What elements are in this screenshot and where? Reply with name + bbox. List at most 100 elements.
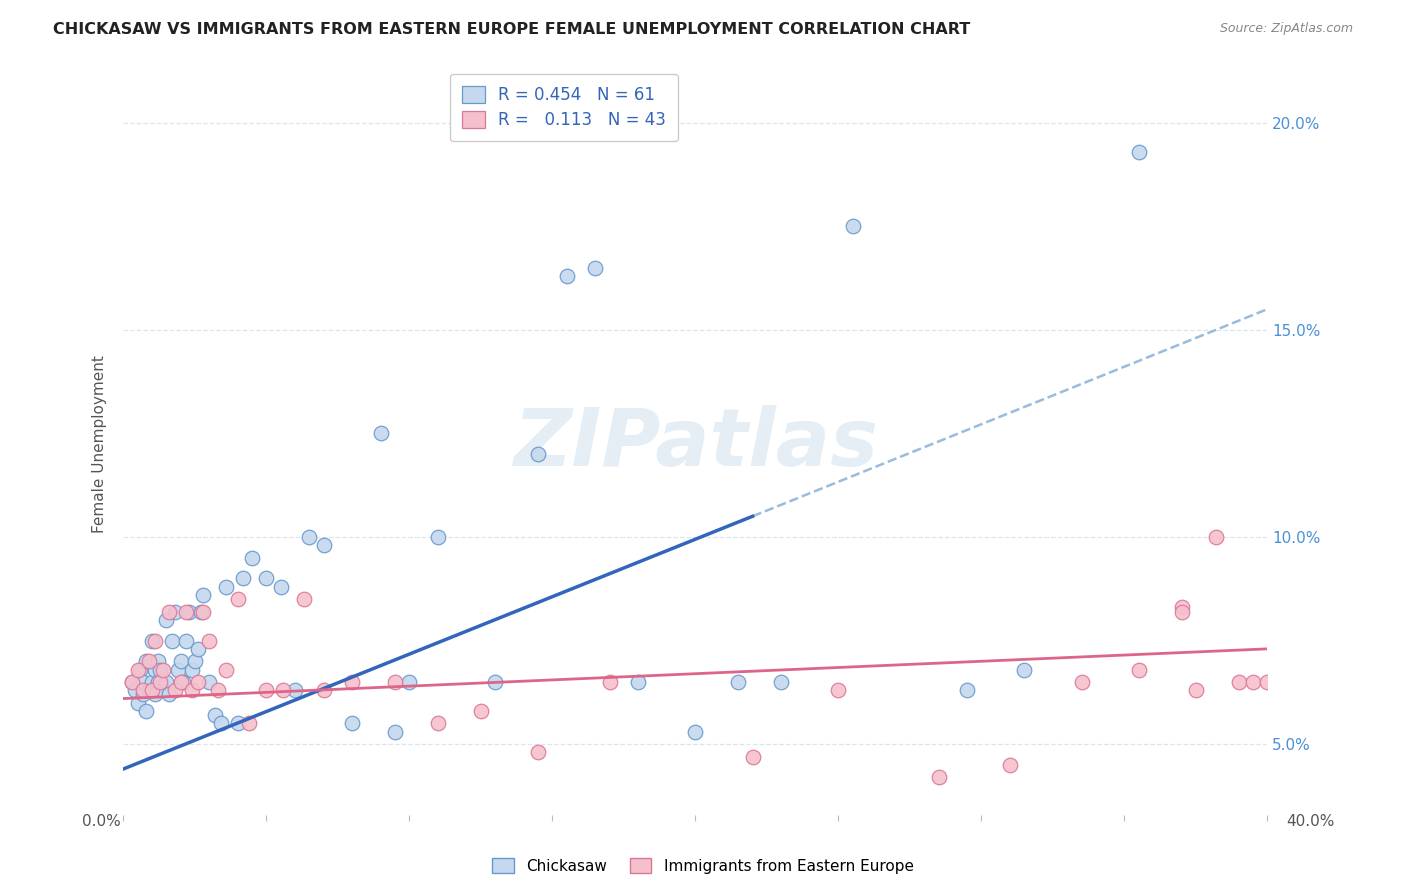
Point: [135, 654, 157, 668]
Text: 40.0%: 40.0%: [1286, 814, 1334, 829]
Point: [254, 683, 277, 698]
Point: [741, 749, 763, 764]
Point: [1227, 675, 1250, 690]
Point: [207, 683, 229, 698]
Point: [129, 663, 152, 677]
Point: [152, 663, 174, 677]
Y-axis label: Female Unemployment: Female Unemployment: [93, 355, 107, 533]
Point: [340, 675, 363, 690]
Point: [187, 675, 209, 690]
Text: ZIPatlas: ZIPatlas: [513, 405, 877, 483]
Point: [127, 663, 149, 677]
Point: [312, 683, 335, 698]
Point: [160, 633, 183, 648]
Legend: Chickasaw, Immigrants from Eastern Europe: Chickasaw, Immigrants from Eastern Europ…: [486, 852, 920, 880]
Point: [841, 219, 863, 234]
Text: 0.0%: 0.0%: [82, 814, 121, 829]
Point: [384, 675, 406, 690]
Point: [727, 675, 749, 690]
Point: [143, 633, 166, 648]
Point: [166, 663, 188, 677]
Point: [124, 683, 146, 698]
Point: [827, 683, 849, 698]
Point: [190, 605, 212, 619]
Point: [1256, 675, 1278, 690]
Point: [956, 683, 979, 698]
Point: [238, 716, 260, 731]
Point: [1070, 675, 1092, 690]
Point: [155, 675, 177, 690]
Point: [181, 683, 204, 698]
Point: [685, 724, 707, 739]
Point: [184, 654, 207, 668]
Point: [998, 757, 1021, 772]
Point: [226, 716, 249, 731]
Point: [1170, 605, 1192, 619]
Point: [177, 605, 200, 619]
Point: [226, 592, 249, 607]
Point: [770, 675, 793, 690]
Point: [215, 663, 238, 677]
Point: [141, 633, 163, 648]
Point: [1014, 663, 1036, 677]
Point: [141, 683, 163, 698]
Point: [470, 704, 492, 718]
Point: [146, 675, 169, 690]
Point: [340, 716, 363, 731]
Point: [555, 268, 578, 283]
Point: [209, 716, 232, 731]
Point: [172, 675, 194, 690]
Point: [312, 538, 335, 552]
Point: [149, 663, 172, 677]
Point: [143, 687, 166, 701]
Point: [204, 708, 226, 723]
Point: [292, 592, 315, 607]
Point: [141, 675, 163, 690]
Point: [254, 571, 277, 585]
Point: [163, 683, 186, 698]
Point: [169, 675, 191, 690]
Point: [169, 654, 191, 668]
Point: [370, 426, 392, 441]
Point: [527, 447, 550, 461]
Point: [398, 675, 420, 690]
Point: [198, 633, 221, 648]
Point: [426, 716, 449, 731]
Point: [181, 663, 204, 677]
Text: Source: ZipAtlas.com: Source: ZipAtlas.com: [1219, 22, 1353, 36]
Point: [155, 613, 177, 627]
Point: [627, 675, 650, 690]
Text: CHICKASAW VS IMMIGRANTS FROM EASTERN EUROPE FEMALE UNEMPLOYMENT CORRELATION CHAR: CHICKASAW VS IMMIGRANTS FROM EASTERN EUR…: [53, 22, 970, 37]
Point: [270, 580, 292, 594]
Point: [426, 530, 449, 544]
Point: [583, 260, 606, 275]
Point: [298, 530, 321, 544]
Point: [240, 550, 263, 565]
Point: [132, 683, 155, 698]
Point: [1128, 663, 1150, 677]
Point: [484, 675, 506, 690]
Point: [121, 675, 143, 690]
Point: [527, 746, 550, 760]
Point: [149, 675, 172, 690]
Point: [198, 675, 221, 690]
Point: [127, 696, 149, 710]
Point: [193, 588, 215, 602]
Point: [174, 605, 197, 619]
Point: [132, 675, 155, 690]
Point: [1170, 600, 1192, 615]
Point: [143, 663, 166, 677]
Legend: R = 0.454   N = 61, R =   0.113   N = 43: R = 0.454 N = 61, R = 0.113 N = 43: [450, 74, 678, 141]
Point: [284, 683, 307, 698]
Point: [174, 633, 197, 648]
Point: [152, 683, 174, 698]
Point: [138, 683, 160, 698]
Point: [384, 724, 406, 739]
Point: [1241, 675, 1264, 690]
Point: [132, 687, 155, 701]
Point: [157, 605, 180, 619]
Point: [146, 654, 169, 668]
Point: [273, 683, 295, 698]
Point: [193, 605, 215, 619]
Point: [232, 571, 254, 585]
